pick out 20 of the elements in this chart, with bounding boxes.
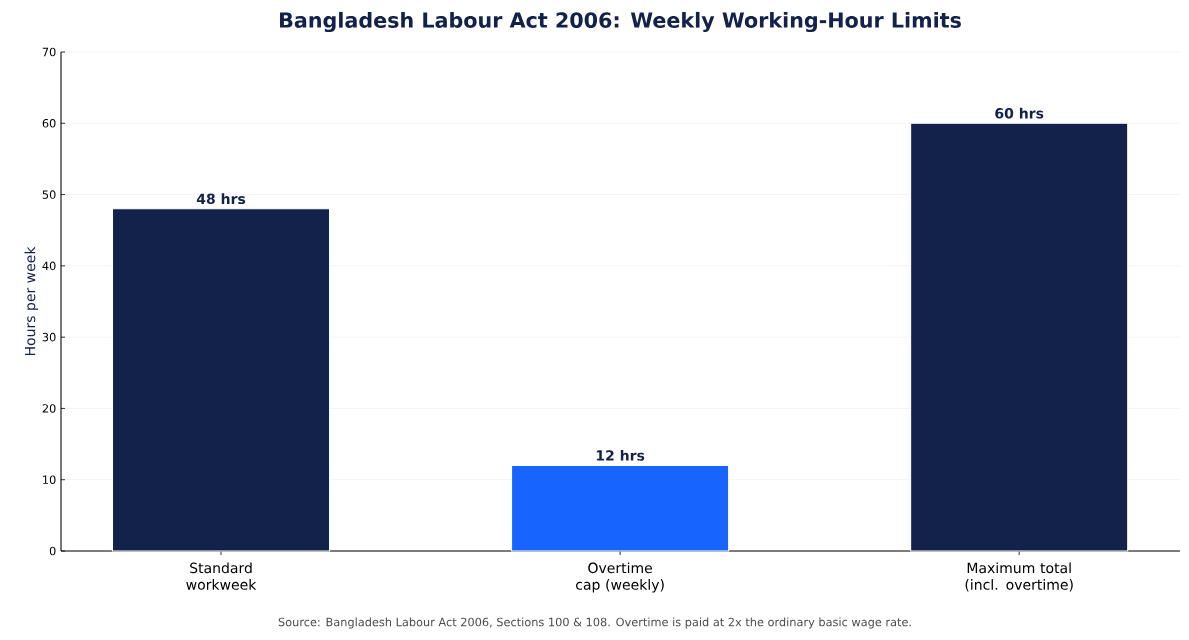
y-tick-label: 30 <box>42 332 56 342</box>
y-tick-label: 40 <box>42 261 56 271</box>
bar <box>511 464 730 552</box>
bar <box>111 208 331 552</box>
y-tick-label: 70 <box>42 47 56 57</box>
x-tick-label: Overtime cap (weekly) <box>576 562 664 593</box>
data-label: 60 hrs <box>995 107 1044 119</box>
y-tick-label: 50 <box>42 190 56 199</box>
y-axis-title: Hours per week <box>24 246 39 356</box>
y-tick-label: 10 <box>43 475 56 485</box>
x-tick-label: Maximum total (incl. overtime) <box>965 562 1073 592</box>
y-tick-label: 20 <box>42 404 56 413</box>
source-note: Source: Bangladesh Labour Act 2006, Sections 100 & 108. Overtime is paid at 2x the ordinary basic wage rate. <box>278 617 911 629</box>
y-tick-label: 0 <box>49 546 56 556</box>
chart-title: Bangladesh Labour Act 2006: Weekly Working-Hour Limits <box>280 11 961 33</box>
x-tick-label: Standard workweek <box>186 562 257 590</box>
data-label: 48 hrs <box>196 193 246 205</box>
bar <box>910 122 1129 552</box>
data-label: 12 hrs <box>596 449 645 461</box>
y-tick-label: 60 <box>42 119 56 128</box>
